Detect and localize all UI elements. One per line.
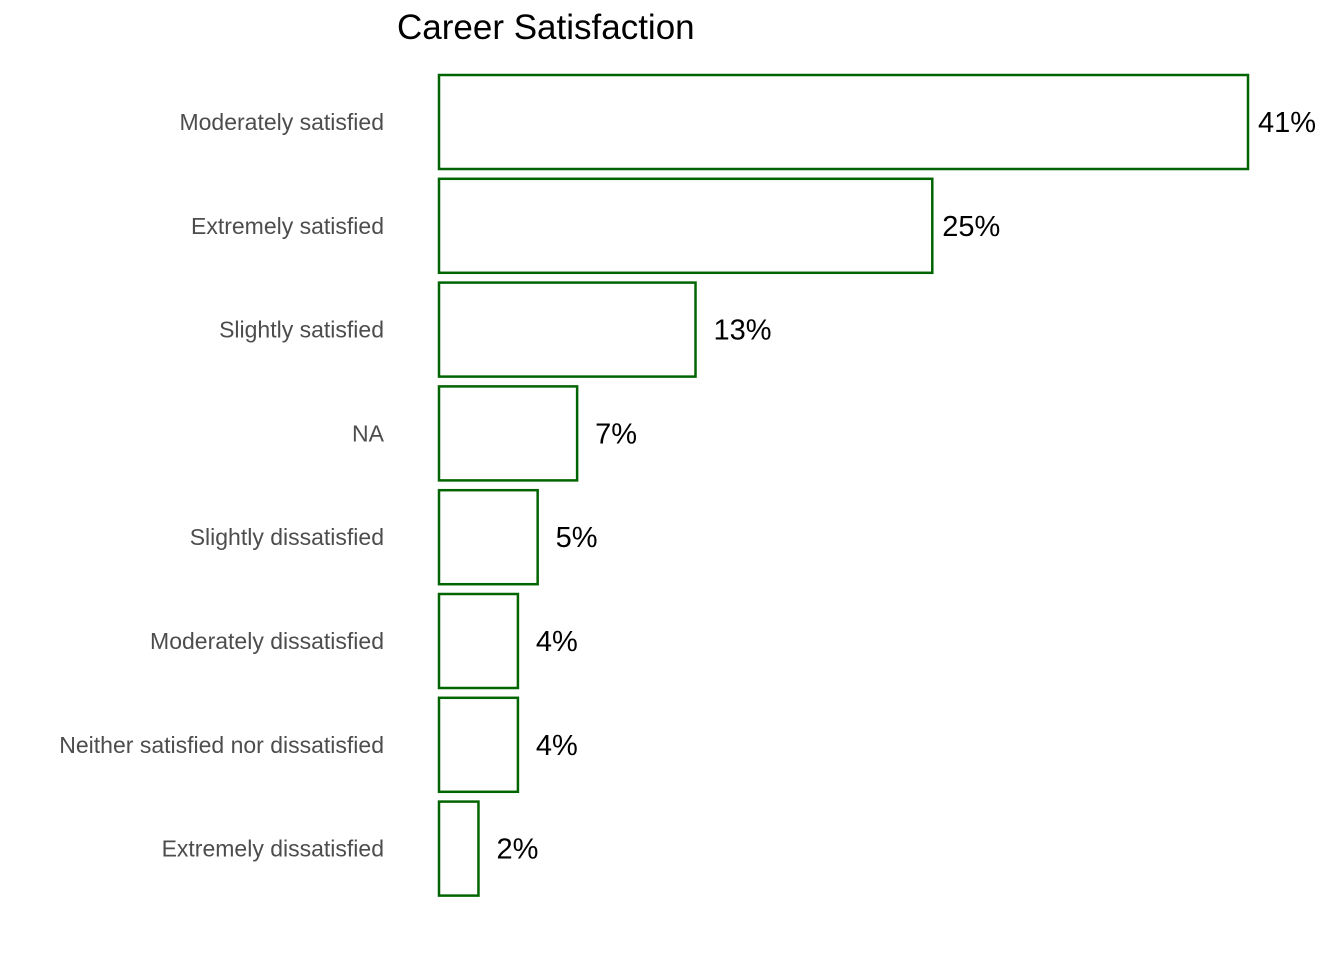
- category-label: Extremely satisfied: [191, 213, 384, 239]
- bar: [437, 281, 697, 378]
- value-label: 5%: [556, 522, 598, 554]
- category-label: NA: [352, 420, 385, 446]
- category-label: Moderately satisfied: [179, 109, 384, 135]
- value-label: 4%: [536, 730, 578, 762]
- bar: [437, 385, 579, 482]
- category-label: Extremely dissatisfied: [162, 836, 384, 862]
- category-label: Slightly dissatisfied: [190, 524, 384, 550]
- bar: [437, 73, 1250, 171]
- bar: [437, 177, 934, 275]
- value-label: 25%: [942, 211, 1000, 243]
- bar: [437, 696, 520, 794]
- bars-group: Moderately satisfied 41% Extremely satisfi…: [59, 73, 1316, 897]
- value-label: 4%: [536, 626, 578, 658]
- value-label: 2%: [496, 834, 538, 866]
- category-label: Moderately dissatisfied: [150, 628, 384, 654]
- chart-title: Career Satisfaction: [397, 8, 695, 47]
- bar: [437, 592, 520, 690]
- bar: [437, 800, 480, 897]
- value-label: 7%: [595, 418, 637, 450]
- value-label: 41%: [1258, 107, 1316, 139]
- value-label: 13%: [714, 315, 772, 347]
- bar: [437, 488, 539, 586]
- category-label: Neither satisfied nor dissatisfied: [59, 732, 384, 758]
- category-label: Slightly satisfied: [219, 317, 384, 343]
